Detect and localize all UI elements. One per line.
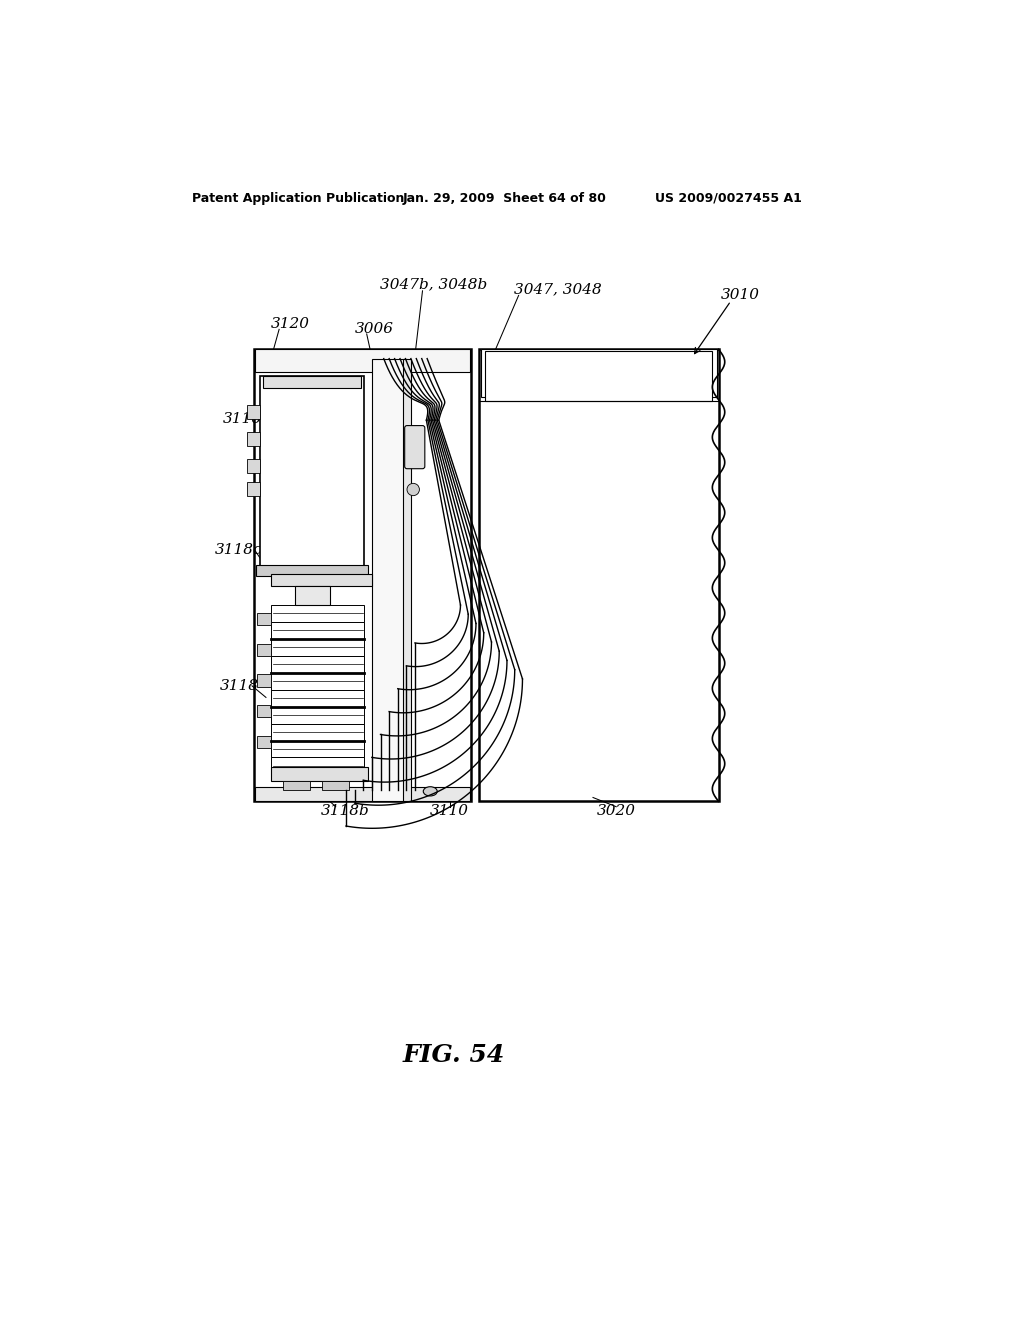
Text: 3047, 3048: 3047, 3048 — [514, 282, 602, 296]
Bar — [479, 350, 719, 801]
Text: 3006: 3006 — [355, 322, 394, 337]
Bar — [271, 767, 369, 780]
Bar — [248, 432, 260, 446]
Bar — [295, 586, 330, 605]
Text: 3118b: 3118b — [321, 804, 370, 818]
Bar — [271, 605, 365, 622]
Bar — [271, 656, 365, 673]
Bar — [257, 644, 271, 656]
Text: 3118c: 3118c — [215, 543, 262, 557]
Text: 3047b, 3048b: 3047b, 3048b — [381, 277, 487, 290]
Text: 3020: 3020 — [597, 804, 636, 818]
Bar — [257, 737, 271, 748]
Text: 3118: 3118 — [219, 678, 258, 693]
Bar — [403, 359, 411, 801]
Text: 3116: 3116 — [223, 412, 262, 425]
Bar — [248, 459, 260, 473]
Text: 3110: 3110 — [430, 804, 469, 818]
Bar — [271, 741, 365, 758]
Bar — [248, 405, 260, 418]
Bar — [271, 622, 365, 639]
Bar — [248, 482, 260, 496]
Bar — [255, 350, 470, 372]
Bar — [283, 780, 310, 789]
Bar — [260, 375, 365, 566]
Bar — [254, 350, 471, 801]
Bar — [271, 758, 365, 775]
Bar — [257, 705, 271, 718]
Ellipse shape — [423, 787, 437, 796]
Bar — [372, 359, 407, 801]
Bar — [271, 723, 365, 741]
Bar — [255, 788, 470, 801]
Bar — [257, 612, 271, 626]
Text: Jan. 29, 2009  Sheet 64 of 80: Jan. 29, 2009 Sheet 64 of 80 — [403, 191, 607, 205]
Text: 3010: 3010 — [721, 289, 760, 302]
Circle shape — [407, 483, 420, 495]
Text: Patent Application Publication: Patent Application Publication — [193, 191, 404, 205]
Text: FIG. 54: FIG. 54 — [402, 1043, 505, 1068]
Bar — [271, 689, 365, 706]
Bar — [271, 639, 365, 656]
Bar — [263, 376, 361, 388]
Bar — [257, 675, 271, 686]
FancyBboxPatch shape — [404, 425, 425, 469]
Bar — [485, 351, 713, 401]
Bar — [322, 780, 349, 789]
Bar — [271, 706, 365, 723]
Bar — [271, 574, 372, 586]
Bar — [480, 350, 717, 397]
Text: 3120: 3120 — [271, 317, 310, 331]
Bar — [271, 673, 365, 689]
Bar — [256, 565, 369, 576]
Text: US 2009/0027455 A1: US 2009/0027455 A1 — [655, 191, 802, 205]
